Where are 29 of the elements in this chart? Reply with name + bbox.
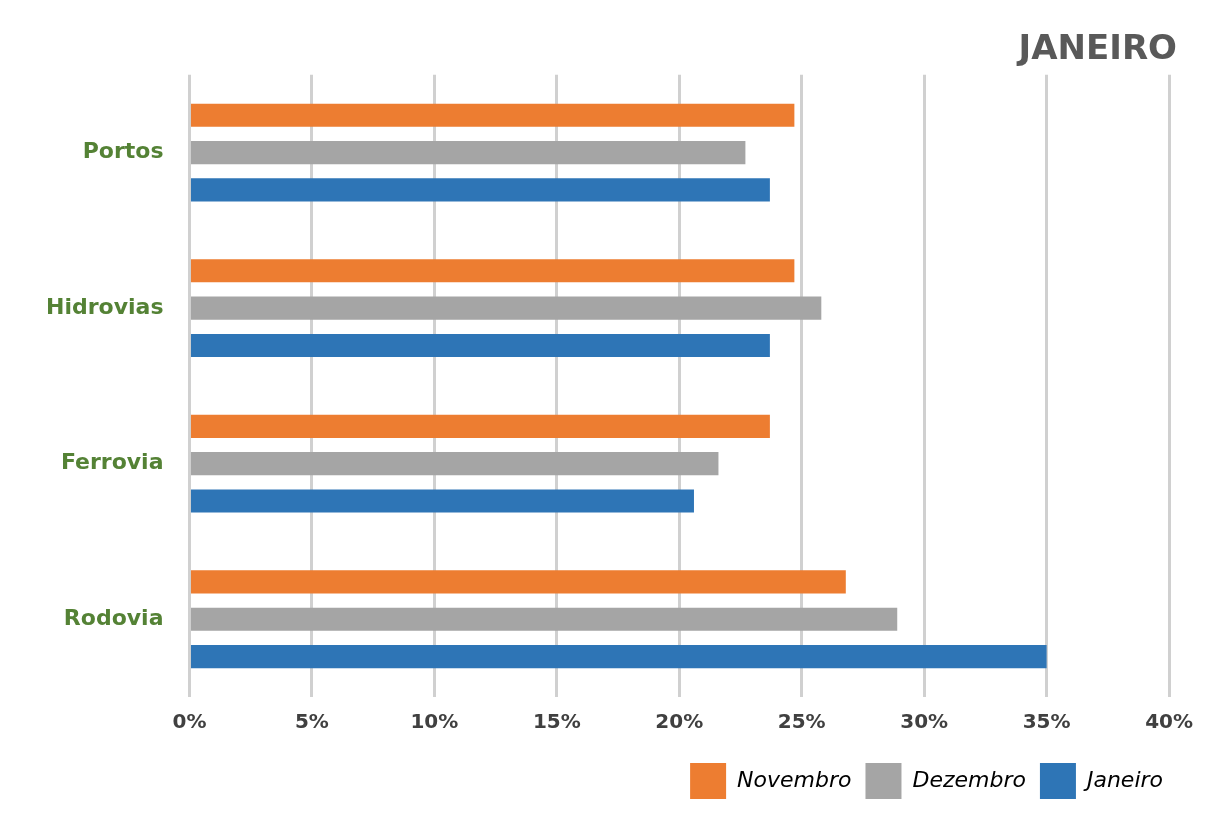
x-tick-label: 40%	[1145, 709, 1193, 734]
x-tick-label: 35%	[1022, 709, 1071, 734]
bar	[190, 644, 1047, 669]
x-tick-label: 30%	[900, 709, 949, 734]
legend-label: Dezembro	[912, 766, 1026, 792]
y-tick-label: Hidrovias	[45, 293, 164, 319]
legend-label: Janeiro	[1082, 766, 1164, 792]
y-tick-label: Portos	[82, 138, 164, 164]
bar	[190, 414, 770, 438]
y-tick-label: Ferrovia	[60, 449, 164, 475]
bar	[190, 452, 719, 476]
bar	[190, 333, 770, 358]
x-tick-label: 20%	[655, 709, 704, 734]
chart-title: JANEIRO	[1016, 27, 1177, 68]
bar	[190, 178, 770, 202]
x-tick-label: 15%	[532, 709, 581, 734]
bar	[190, 296, 822, 320]
bar	[190, 570, 846, 594]
bar	[190, 489, 694, 513]
x-tick-label: 25%	[777, 709, 826, 734]
legend-label: Novembro	[737, 766, 852, 792]
bar	[190, 607, 898, 631]
x-tick-label: 0%	[172, 709, 207, 734]
x-tick-label: 10%	[410, 709, 459, 734]
bar	[190, 141, 746, 165]
bar	[190, 259, 795, 283]
y-tick-label: Rodovia	[63, 604, 164, 630]
bar	[190, 103, 795, 127]
x-tick-label: 5%	[294, 709, 329, 734]
